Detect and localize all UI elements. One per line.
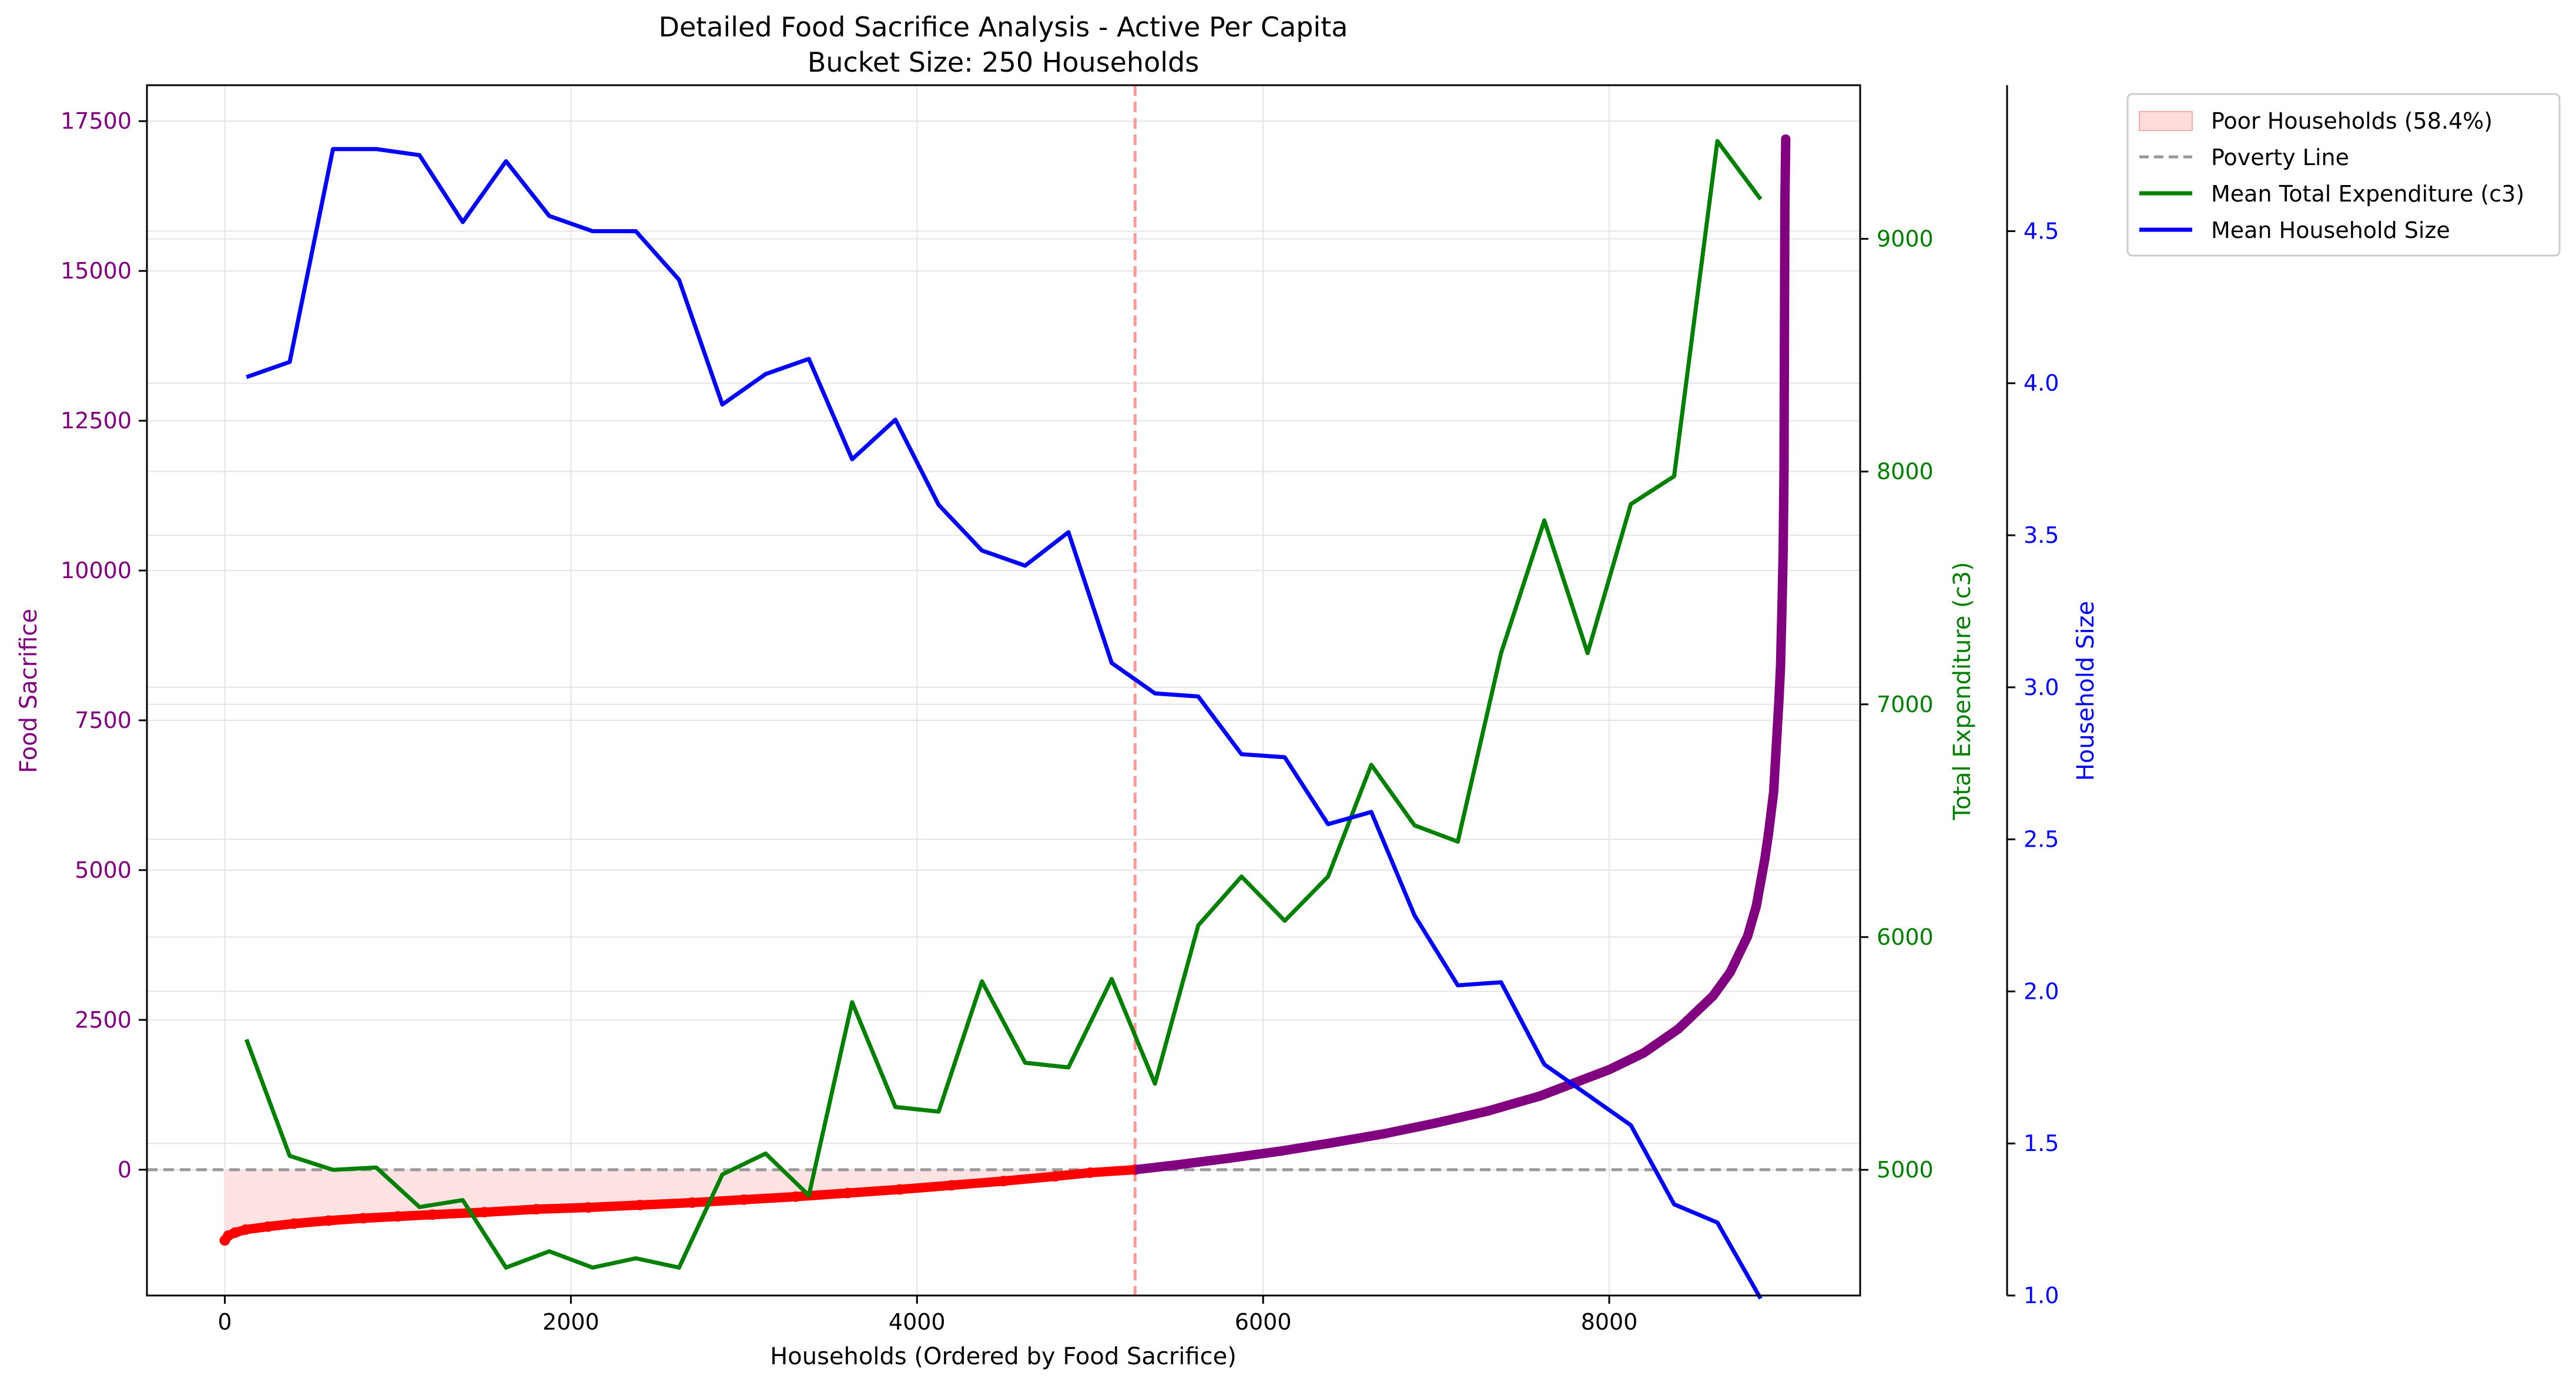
y-right-household-size-tick-label: 2.0	[2024, 978, 2059, 1004]
y-right-household-size-tick-label: 3.5	[2024, 522, 2059, 548]
x-axis-label: Households (Ordered by Food Sacrifice)	[770, 1343, 1237, 1370]
y-right-expenditure-tick-label: 6000	[1877, 924, 1934, 950]
chart-subtitle: Bucket Size: 250 Households	[808, 46, 1199, 78]
legend-swatch-fill	[2139, 111, 2193, 131]
food-sacrifice-trace-poor	[220, 1164, 1135, 1246]
series-lines	[244, 139, 1763, 1300]
y-right-expenditure-tick-label: 5000	[1877, 1157, 1934, 1183]
legend-label: Poor Households (58.4%)	[2211, 108, 2493, 134]
y-left-tick-label: 7500	[75, 707, 132, 733]
grid	[147, 85, 1860, 1296]
y-axis-label-right-expenditure: Total Expenditure (c3)	[1949, 562, 1976, 821]
y-right-household-size-tick-label: 1.0	[2024, 1283, 2059, 1308]
legend-label: Mean Total Expenditure (c3)	[2211, 181, 2524, 207]
y-right-household-size-tick-label: 2.5	[2024, 827, 2059, 853]
y-axis-label-left: Food Sacrifice	[15, 609, 42, 773]
mean-household-size-line	[246, 147, 1763, 1300]
mean-total-expenditure-line	[244, 139, 1763, 1270]
y-right-expenditure-tick-label: 8000	[1877, 459, 1934, 485]
reference-lines	[147, 85, 1860, 1296]
food-sacrifice-trace-nonpoor	[1135, 134, 1791, 1174]
legend-item-mean-household-size: Mean Household Size	[2139, 217, 2450, 243]
y-right-household-size-tick-label: 3.0	[2024, 674, 2059, 700]
y-right-household-size-tick-label: 1.5	[2024, 1130, 2059, 1156]
x-tick-label: 8000	[1581, 1309, 1638, 1335]
x-tick-label: 4000	[889, 1309, 946, 1335]
legend-item-mean-total-expenditure: Mean Total Expenditure (c3)	[2139, 181, 2524, 207]
legend-item-poverty-line: Poverty Line	[2139, 145, 2349, 170]
legend-label: Mean Household Size	[2211, 217, 2450, 243]
y-left-tick-label: 2500	[75, 1007, 132, 1033]
x-tick-label: 2000	[542, 1309, 599, 1335]
x-tick-label: 0	[217, 1309, 232, 1335]
legend-item-poor-households: Poor Households (58.4%)	[2139, 108, 2493, 134]
legend-label: Poverty Line	[2211, 145, 2349, 170]
y-left-tick-label: 5000	[75, 857, 132, 883]
x-tick-label: 6000	[1235, 1309, 1292, 1335]
legend-frame	[2126, 93, 2561, 257]
y-left-tick-label: 10000	[61, 558, 132, 583]
y-left-tick-label: 0	[118, 1157, 132, 1183]
plot-frame	[146, 84, 1861, 1297]
food-sacrifice-scatter	[219, 134, 1791, 1246]
y-left-tick-label: 12500	[61, 408, 132, 434]
y-right-expenditure-tick-label: 7000	[1877, 692, 1934, 717]
y-right-expenditure-tick-label: 9000	[1877, 226, 1934, 251]
y-left-tick-label: 15000	[61, 258, 132, 284]
y-axis-label-right-household-size: Household Size	[2072, 601, 2099, 781]
axes: 0 2000 4000 6000 8000 0 2500 5000 7500 10000 12500…	[61, 84, 2059, 1335]
y-right-household-size-tick-label: 4.0	[2024, 370, 2059, 396]
chart-title: Detailed Food Sacrifice Analysis - Activ…	[659, 11, 1348, 43]
legend: Poor Households (58.4%) Poverty Line Mea…	[2126, 93, 2561, 257]
y-right-household-size-tick-label: 4.5	[2024, 218, 2059, 244]
y-left-tick-label: 17500	[61, 108, 132, 134]
